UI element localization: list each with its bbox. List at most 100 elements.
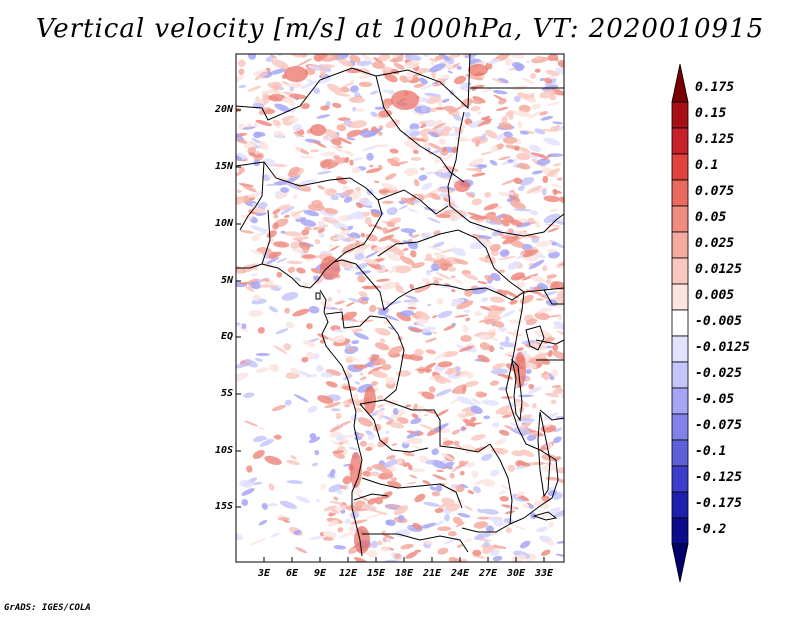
updraft-patch bbox=[342, 82, 355, 88]
updraft-patch bbox=[250, 250, 264, 255]
updraft-patch bbox=[547, 227, 559, 233]
downdraft-patch bbox=[370, 111, 378, 118]
updraft-patch bbox=[413, 179, 420, 187]
updraft-patch bbox=[366, 550, 378, 558]
downdraft-patch bbox=[252, 435, 267, 443]
updraft-patch bbox=[269, 54, 278, 59]
updraft-patch bbox=[470, 99, 482, 105]
updraft-patch bbox=[287, 266, 296, 273]
updraft-patch bbox=[301, 229, 310, 236]
updraft-patch bbox=[344, 156, 350, 163]
updraft-patch bbox=[448, 266, 457, 272]
updraft-patch bbox=[337, 258, 354, 269]
updraft-patch bbox=[292, 131, 305, 138]
updraft-patch bbox=[405, 60, 420, 69]
downdraft-patch bbox=[236, 363, 248, 369]
updraft-patch bbox=[498, 156, 511, 161]
updraft-patch bbox=[333, 496, 339, 501]
updraft-patch bbox=[502, 235, 519, 245]
updraft-patch bbox=[341, 123, 355, 126]
updraft-patch bbox=[497, 373, 506, 377]
updraft-patch bbox=[283, 343, 291, 351]
downdraft-patch bbox=[316, 170, 332, 175]
updraft-patch bbox=[459, 370, 471, 377]
updraft-patch bbox=[337, 229, 351, 238]
downdraft-patch bbox=[540, 115, 554, 121]
downdraft-patch bbox=[547, 490, 558, 496]
updraft-patch bbox=[249, 538, 267, 545]
updraft-patch bbox=[554, 478, 564, 485]
updraft-patch bbox=[347, 398, 353, 403]
updraft-patch bbox=[277, 204, 291, 211]
downdraft-patch bbox=[437, 310, 453, 319]
updraft-patch bbox=[281, 115, 295, 121]
downdraft-patch bbox=[259, 231, 267, 235]
updraft-patch bbox=[246, 465, 253, 473]
downdraft-patch bbox=[426, 269, 431, 276]
updraft-patch bbox=[454, 258, 469, 265]
updraft-patch bbox=[269, 122, 281, 129]
strong-updraft-patch bbox=[454, 180, 470, 192]
updraft-patch bbox=[376, 278, 390, 282]
downdraft-patch bbox=[254, 131, 266, 137]
colorbar-swatch bbox=[671, 465, 689, 493]
updraft-patch bbox=[437, 168, 446, 173]
updraft-patch bbox=[386, 226, 401, 233]
downdraft-patch bbox=[481, 453, 493, 462]
updraft-patch bbox=[382, 533, 395, 540]
updraft-patch bbox=[532, 403, 537, 409]
downdraft-patch bbox=[542, 188, 547, 196]
updraft-patch bbox=[388, 270, 394, 274]
updraft-patch bbox=[423, 414, 429, 417]
updraft-patch bbox=[405, 71, 414, 76]
updraft-patch bbox=[427, 245, 444, 252]
updraft-patch bbox=[417, 193, 425, 201]
updraft-patch bbox=[460, 558, 468, 562]
updraft-patch bbox=[475, 391, 486, 398]
updraft-patch bbox=[286, 260, 303, 265]
updraft-patch bbox=[500, 396, 514, 399]
downdraft-patch bbox=[293, 394, 309, 403]
updraft-patch bbox=[374, 342, 390, 351]
updraft-patch bbox=[290, 101, 295, 107]
downdraft-patch bbox=[309, 536, 324, 540]
updraft-patch bbox=[339, 86, 350, 93]
updraft-patch bbox=[525, 289, 542, 295]
updraft-patch bbox=[312, 140, 327, 149]
updraft-patch bbox=[546, 248, 558, 253]
downdraft-patch bbox=[407, 525, 412, 529]
updraft-patch bbox=[546, 274, 558, 279]
updraft-patch bbox=[409, 474, 418, 479]
lon-label-6e: 6E bbox=[285, 568, 299, 579]
downdraft-patch bbox=[409, 131, 421, 137]
downdraft-patch bbox=[427, 217, 441, 224]
updraft-patch bbox=[377, 164, 383, 170]
updraft-patch bbox=[478, 318, 495, 323]
downdraft-patch bbox=[308, 436, 321, 444]
updraft-patch bbox=[392, 54, 402, 57]
downdraft-patch bbox=[252, 481, 263, 486]
updraft-patch bbox=[396, 311, 412, 322]
updraft-patch bbox=[255, 367, 269, 373]
updraft-patch bbox=[504, 290, 519, 299]
updraft-patch bbox=[295, 146, 302, 152]
updraft-patch bbox=[515, 281, 526, 289]
downdraft-patch bbox=[492, 90, 508, 95]
updraft-patch bbox=[449, 213, 461, 222]
downdraft-patch bbox=[492, 422, 500, 428]
updraft-patch bbox=[546, 167, 561, 177]
downdraft-patch bbox=[346, 137, 356, 141]
downdraft-patch bbox=[493, 519, 504, 527]
updraft-patch bbox=[269, 364, 279, 372]
updraft-patch bbox=[237, 196, 245, 204]
updraft-patch bbox=[518, 104, 531, 113]
downdraft-patch bbox=[438, 54, 451, 61]
updraft-patch bbox=[380, 364, 392, 371]
updraft-patch bbox=[450, 275, 456, 279]
lat-label-20n: 20N bbox=[214, 104, 233, 115]
updraft-patch bbox=[243, 141, 258, 149]
updraft-patch bbox=[538, 344, 548, 351]
updraft-patch bbox=[435, 214, 454, 219]
updraft-patch bbox=[554, 57, 559, 62]
downdraft-patch bbox=[517, 417, 535, 422]
